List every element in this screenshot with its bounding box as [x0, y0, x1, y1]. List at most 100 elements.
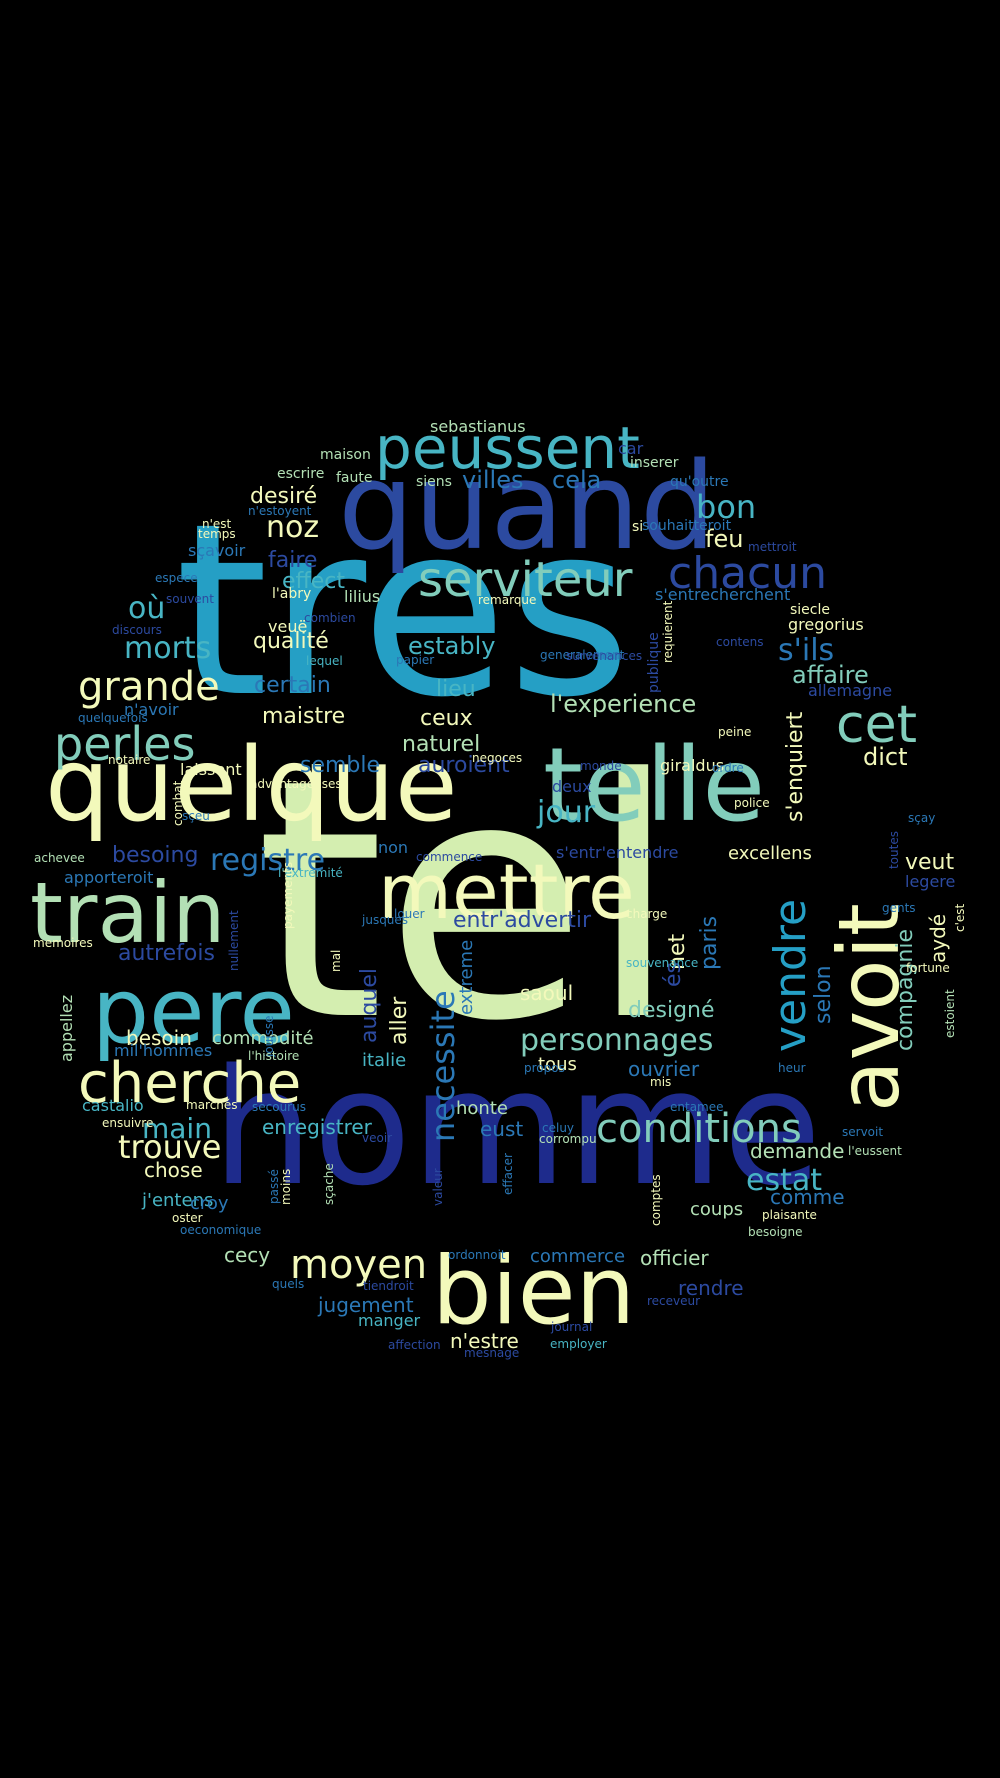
word: inserer	[630, 455, 679, 471]
word: moyen	[290, 1242, 427, 1288]
word: n'estoyent	[248, 504, 312, 518]
word: peussent	[375, 414, 640, 482]
word: generalement	[540, 648, 625, 662]
word: auquel	[357, 968, 382, 1043]
word: entamee	[670, 1100, 724, 1114]
word: j'entens	[141, 1190, 213, 1211]
word: effect	[282, 569, 345, 594]
word: qu'outre	[670, 474, 729, 490]
word: villes	[462, 466, 523, 494]
word: souhaitteroit	[642, 518, 732, 534]
word: louer	[394, 907, 425, 921]
word: receveur	[647, 1294, 700, 1308]
word: necessite	[424, 990, 462, 1142]
word: telle	[543, 726, 765, 845]
word: sçache	[322, 1163, 336, 1205]
word: s'enquiert	[783, 711, 808, 822]
word: gents	[882, 901, 916, 915]
word: grande	[78, 664, 220, 710]
word: affection	[388, 1338, 441, 1352]
word: car	[618, 439, 644, 458]
word: cela	[552, 466, 601, 494]
word: s'ils	[778, 633, 834, 668]
word: c'est	[953, 903, 967, 932]
word: valeur	[431, 1168, 445, 1206]
word: mesnage	[464, 1346, 519, 1360]
word: morts	[124, 631, 211, 666]
word: ordonnoit	[448, 1248, 506, 1262]
word: escrire	[277, 466, 324, 482]
word: deux	[552, 777, 592, 796]
word: marchés	[186, 1098, 238, 1112]
word: mettre	[378, 847, 635, 936]
word: quels	[272, 1277, 304, 1291]
word: advantageuses	[250, 777, 342, 791]
word: espece	[155, 571, 198, 585]
word: certain	[254, 673, 331, 698]
word: enregistrer	[262, 1115, 373, 1139]
word: jusques	[361, 913, 408, 927]
word: cecy	[224, 1243, 270, 1267]
word: ceux	[420, 706, 473, 731]
word: quelquefois	[78, 711, 148, 725]
word: desiré	[250, 484, 317, 509]
word: appellez	[57, 995, 76, 1062]
word: apporteroit	[64, 868, 153, 887]
word: aller	[387, 996, 412, 1045]
word: commerce	[530, 1246, 625, 1267]
word: faire	[268, 548, 317, 573]
word: conditions	[596, 1106, 802, 1152]
word: employer	[550, 1337, 607, 1351]
word: veuë	[268, 617, 307, 636]
word: semble	[300, 753, 380, 778]
word: perles	[54, 717, 195, 771]
word: legere	[905, 872, 955, 891]
word: n'avoir	[124, 700, 179, 719]
word: qualité	[253, 629, 329, 654]
word: oeconomique	[180, 1223, 261, 1237]
word: siecle	[790, 602, 830, 618]
word: net	[665, 934, 690, 970]
word: auroient	[418, 753, 510, 778]
word: où	[128, 591, 165, 626]
word: notaire	[108, 753, 150, 767]
word: payements	[281, 862, 295, 929]
word: papier	[396, 653, 434, 667]
word: toutes	[887, 831, 901, 869]
word: manger	[358, 1311, 421, 1330]
word: ensuivre	[102, 1116, 153, 1130]
word: sçay	[908, 811, 935, 825]
word: journal	[550, 1320, 592, 1334]
word: lilius	[344, 587, 380, 606]
word: commence	[416, 850, 482, 864]
word: selon	[811, 965, 836, 1024]
word: chose	[144, 1158, 203, 1182]
word: estably	[408, 632, 496, 660]
word: n'est	[202, 517, 232, 531]
word: feu	[705, 525, 743, 553]
word: entr'advertir	[453, 908, 592, 933]
word: combien	[304, 611, 356, 625]
word: mettroit	[748, 540, 797, 554]
word: jour	[536, 795, 596, 830]
word: tel	[255, 709, 679, 1093]
word: celuy	[542, 1121, 574, 1135]
word: és	[661, 962, 686, 987]
word: aydé	[926, 914, 950, 963]
word: souvenance	[626, 956, 698, 970]
word: si	[632, 519, 643, 535]
word: propos	[524, 1061, 565, 1075]
word: tres	[175, 473, 631, 750]
word: gregorius	[788, 615, 864, 634]
word: achevee	[34, 851, 85, 865]
word: pere	[92, 959, 295, 1064]
word: besoing	[112, 843, 198, 868]
word: tous	[538, 1054, 577, 1075]
word: italie	[362, 1050, 406, 1071]
word: honte	[456, 1098, 508, 1119]
word: l'eussent	[848, 1144, 902, 1158]
word: paris	[697, 916, 722, 970]
word: saoul	[520, 981, 573, 1005]
